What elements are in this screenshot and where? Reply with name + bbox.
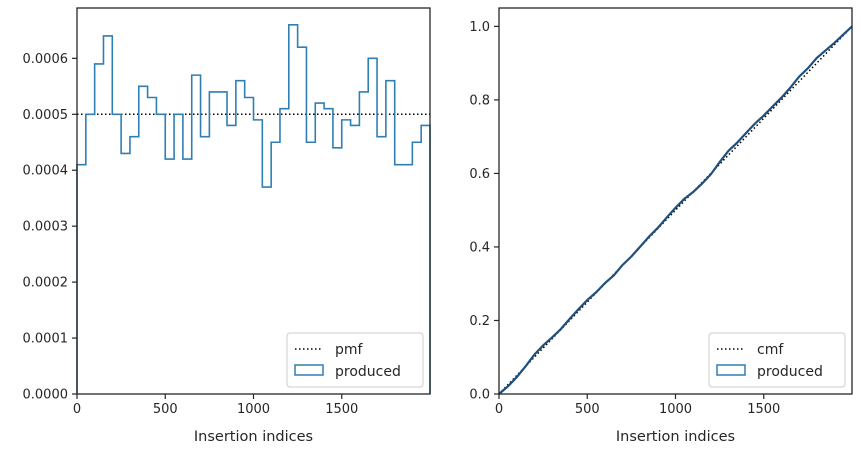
x-axis-label: Insertion indices: [194, 429, 313, 445]
y-tick-label: 0.0: [469, 388, 490, 403]
x-tick-label: 500: [153, 402, 178, 417]
y-tick-label: 0.0002: [23, 276, 69, 291]
y-tick-label: 0.0000: [23, 388, 69, 403]
y-tick-label: 0.0003: [23, 220, 69, 235]
x-tick-label: 1500: [747, 402, 780, 417]
x-axis-label: Insertion indices: [616, 429, 735, 445]
right-panel-cmf: 0 500 1000 1500 0.0 0.2 0.4 0.6 0.8 1.0 Insertion …: [469, 7, 853, 445]
x-tick-label: 1500: [325, 402, 358, 417]
legend: pmf produced: [286, 332, 424, 388]
y-tick-label: 0.2: [469, 314, 490, 329]
y-tick-label: 0.0001: [23, 332, 69, 347]
legend-produced-swatch: [716, 364, 746, 376]
y-tick-label: 0.0005: [23, 108, 69, 123]
y-tick-label: 0.4: [469, 240, 490, 255]
x-tick-label: 500: [575, 402, 600, 417]
produced-cumulative-line: [498, 25, 853, 395]
legend-label: produced: [335, 364, 401, 380]
y-tick-label: 0.0006: [23, 52, 69, 67]
x-tick-label: 1000: [237, 402, 270, 417]
x-tick-label: 0: [495, 402, 503, 417]
produced-histogram-step: [76, 23, 431, 394]
legend: cmf produced: [708, 332, 846, 388]
legend-box: [286, 332, 424, 388]
y-tick-label: 0.0004: [23, 164, 69, 179]
legend-produced-swatch: [294, 364, 324, 376]
legend-label: cmf: [757, 342, 784, 358]
legend-label: pmf: [335, 342, 364, 358]
y-tick-label: 0.6: [469, 167, 490, 182]
x-tick-label: 0: [73, 402, 81, 417]
legend-label: produced: [757, 364, 823, 380]
left-panel-pmf: 0 500 1000 1500 0.0000 0.0001 0.0002 0.0003 0.00…: [23, 7, 431, 445]
x-tick-label: 1000: [659, 402, 692, 417]
legend-box: [708, 332, 846, 388]
y-tick-label: 0.8: [469, 93, 490, 108]
y-tick-label: 1.0: [469, 20, 490, 35]
